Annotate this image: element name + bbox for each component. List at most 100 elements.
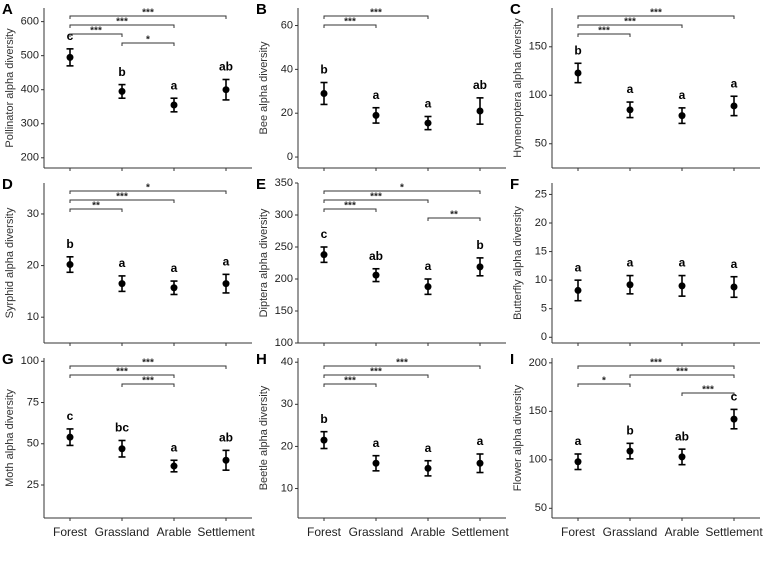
panel: B Bee alpha diversity 0 20 40 60 b a a ab *** *** — [256, 1, 506, 171]
group-letter: a — [171, 261, 178, 275]
significance-bracket — [121, 42, 175, 46]
mean-point — [574, 458, 582, 466]
mean-point — [730, 283, 738, 291]
significance-bracket — [69, 199, 175, 203]
group-letter: a — [223, 255, 230, 269]
significance-bracket — [323, 208, 377, 212]
panel: I Flower alpha diversity 50 100 150 200 Forest… — [510, 351, 763, 539]
mean-point — [372, 459, 380, 467]
group-letter: a — [373, 436, 380, 450]
group-letter: a — [731, 257, 738, 271]
significance-bracket — [121, 383, 175, 387]
y-tick-label: 100 — [529, 454, 547, 466]
mean-point — [222, 280, 230, 288]
mean-point — [424, 464, 432, 472]
significance-bracket — [69, 374, 175, 378]
y-tick-label: 20 — [281, 440, 293, 452]
significance-bracket — [577, 15, 735, 19]
mean-point — [372, 111, 380, 119]
y-tick-label: 5 — [541, 303, 547, 315]
significance-bracket — [681, 392, 735, 396]
panel-label: B — [256, 1, 267, 18]
mean-point — [626, 106, 634, 114]
mean-point — [626, 281, 634, 289]
y-tick-label: 25 — [535, 188, 547, 200]
group-letter: b — [574, 43, 581, 57]
panel: F Butterfly alpha diversity 0 5 10 15 20 25 a a a a — [510, 176, 760, 346]
y-tick-label: 20 — [535, 217, 547, 229]
group-letter: b — [476, 238, 483, 252]
group-letter: b — [66, 237, 73, 251]
significance-label: *** — [116, 192, 128, 203]
group-letter: b — [320, 412, 327, 426]
mean-point — [222, 86, 230, 94]
group-letter: a — [679, 256, 686, 270]
y-tick-label: 0 — [541, 331, 547, 343]
mean-point — [66, 261, 74, 269]
y-tick-label: 300 — [21, 118, 39, 130]
group-letter: a — [171, 440, 178, 454]
significance-label: *** — [370, 192, 382, 203]
mean-point — [118, 445, 126, 453]
significance-bracket — [69, 365, 227, 369]
significance-bracket — [323, 383, 377, 387]
group-letter: a — [575, 260, 582, 274]
mean-point — [118, 87, 126, 95]
y-axis-title: Hymenoptera alpha diversity — [512, 18, 524, 158]
y-tick-label: 40 — [281, 356, 293, 368]
significance-label: * — [146, 183, 150, 194]
y-tick-label: 50 — [27, 438, 39, 450]
significance-label: *** — [116, 367, 128, 378]
mean-point — [170, 284, 178, 292]
y-tick-label: 0 — [287, 151, 293, 163]
significance-label: *** — [598, 26, 610, 37]
y-tick-label: 30 — [281, 398, 293, 410]
significance-label: ** — [92, 201, 100, 212]
group-letter: a — [477, 434, 484, 448]
mean-point — [222, 456, 230, 464]
mean-point — [678, 282, 686, 290]
panel-label: I — [510, 351, 514, 368]
y-axis-title: Moth alpha diversity — [4, 389, 16, 487]
group-letter: c — [321, 227, 328, 241]
x-tick-label: Grassland — [95, 525, 150, 539]
group-letter: b — [626, 424, 633, 438]
y-tick-label: 250 — [275, 241, 293, 253]
y-axis-title: Butterfly alpha diversity — [512, 206, 524, 320]
panel-label: C — [510, 1, 521, 18]
y-tick-label: 200 — [275, 273, 293, 285]
group-letter: a — [627, 82, 634, 96]
group-letter: a — [425, 441, 432, 455]
group-letter: c — [731, 390, 738, 404]
x-tick-label: Settlement — [705, 525, 763, 539]
y-tick-label: 600 — [21, 16, 39, 28]
mean-point — [424, 283, 432, 291]
y-tick-label: 30 — [27, 208, 39, 220]
y-tick-label: 20 — [281, 107, 293, 119]
mean-point — [170, 101, 178, 109]
panel-label: E — [256, 176, 266, 193]
y-tick-label: 100 — [21, 355, 39, 367]
significance-label: *** — [370, 8, 382, 19]
panel-label: H — [256, 351, 267, 368]
mean-point — [678, 453, 686, 461]
mean-point — [730, 415, 738, 423]
group-letter: a — [119, 256, 126, 270]
mean-point — [170, 462, 178, 470]
y-tick-label: 100 — [529, 89, 547, 101]
significance-label: *** — [90, 26, 102, 37]
group-letter: c — [67, 409, 74, 423]
significance-bracket — [69, 208, 123, 212]
y-tick-label: 25 — [27, 479, 39, 491]
significance-label: *** — [624, 17, 636, 28]
x-tick-label: Arable — [665, 525, 700, 539]
significance-label: *** — [396, 358, 408, 369]
mean-point — [118, 280, 126, 288]
mean-point — [424, 119, 432, 127]
x-tick-label: Grassland — [349, 525, 404, 539]
mean-point — [476, 459, 484, 467]
group-letter: a — [425, 97, 432, 111]
